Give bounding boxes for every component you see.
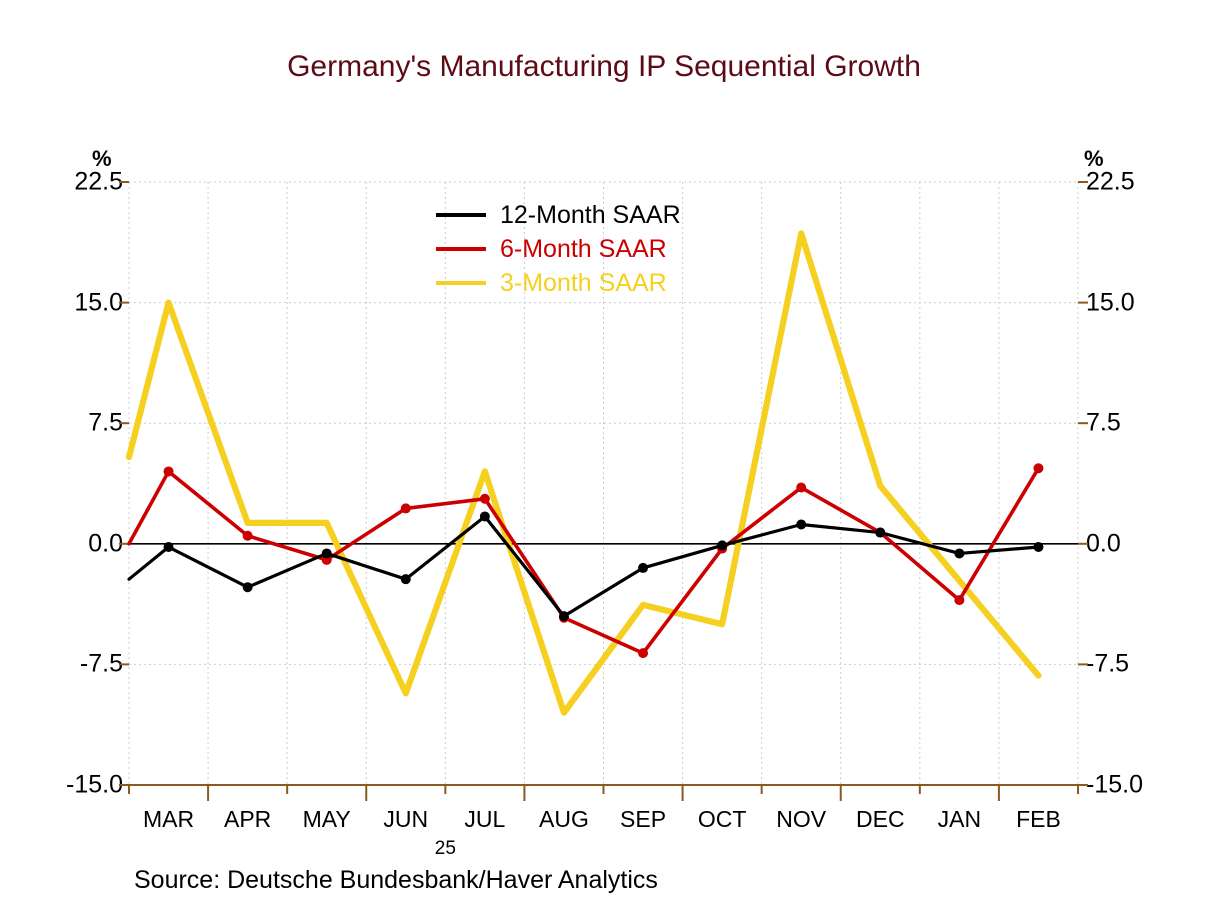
y-axis-tick-label-left: 15.0 [74, 288, 123, 317]
y-axis-tick-label-left: 7.5 [88, 408, 123, 437]
data-point-marker [954, 595, 965, 606]
data-point-marker [163, 542, 174, 553]
chart-title: Germany's Manufacturing IP Sequential Gr… [287, 50, 921, 83]
legend-swatch-line-icon [436, 213, 486, 217]
data-point-marker [954, 548, 965, 559]
x-axis-tick-label: SEP [620, 806, 667, 832]
x-axis-tick-label: MAR [142, 806, 195, 832]
x-axis-tick-label: JUL [464, 806, 506, 832]
data-point-marker [558, 611, 569, 622]
y-axis-tick-label-left: 22.5 [74, 167, 123, 196]
y-axis-tick-label-right: 22.5 [1086, 167, 1135, 196]
data-point-marker [796, 482, 807, 493]
data-point-marker [163, 466, 174, 477]
y-axis-labels-left: 22.5 15.0 7.5 0.0 -7.5 -15.0 [0, 0, 123, 906]
data-point-marker [400, 503, 411, 514]
y-axis-unit-left: % [92, 146, 112, 171]
data-point-marker [400, 574, 411, 585]
data-point-marker [242, 582, 253, 593]
y-axis-tick-label-left: -15.0 [66, 770, 123, 799]
x-axis-tick-label: DEC [856, 806, 905, 832]
data-point-marker [796, 519, 807, 530]
data-point-marker [1033, 463, 1044, 474]
x-axis-tick-label: JUN [383, 806, 429, 832]
legend-item-label: 12-Month SAAR [500, 200, 681, 229]
data-point-marker [638, 562, 649, 573]
x-axis-tick-label: JAN [937, 806, 982, 832]
legend-swatch-line-icon [436, 247, 486, 251]
data-point-marker [321, 548, 332, 559]
data-point-marker [1033, 542, 1044, 553]
y-axis-tick-label-right: 15.0 [1086, 288, 1135, 317]
x-axis-tick-label: AUG [539, 806, 589, 832]
y-axis-unit-right: % [1084, 146, 1104, 171]
legend-item: 6-Month SAAR [436, 232, 681, 266]
data-point-marker [875, 527, 886, 538]
legend-item: 12-Month SAAR [436, 198, 681, 232]
y-axis-tick-label-right: -7.5 [1086, 649, 1130, 678]
data-point-marker [638, 648, 649, 659]
y-axis-tick-label-right: 0.0 [1086, 529, 1121, 558]
data-line-12-month-saar [127, 514, 1041, 618]
x-axis-tick-label: OCT [697, 806, 747, 832]
y-axis-tick-label-left: 0.0 [88, 529, 123, 558]
data-point-marker [242, 530, 253, 541]
x-axis-tick-label: MAY [302, 806, 351, 832]
x-axis-year-label: 25 [434, 838, 456, 859]
data-line-3-month-saar [125, 230, 1042, 716]
source-note: Source: Deutsche Bundesbank/Haver Analyt… [134, 866, 658, 894]
y-axis-tick-label-left: -7.5 [79, 649, 123, 678]
x-axis-tick-label: APR [223, 806, 272, 832]
data-point-marker [479, 493, 490, 504]
legend-item-label: 3-Month SAAR [500, 268, 667, 297]
y-axis-tick-label-right: -15.0 [1086, 770, 1143, 799]
legend-swatch-line-icon [436, 281, 486, 285]
x-axis-tick-label: FEB [1016, 806, 1061, 832]
legend-item: 3-Month SAAR [436, 266, 681, 300]
data-point-marker [479, 511, 490, 522]
y-axis-tick-label-right: 7.5 [1086, 408, 1121, 437]
data-line-6-month-saar [127, 466, 1041, 655]
chart-legend: 12-Month SAAR 6-Month SAAR 3-Month SAAR [436, 198, 681, 300]
legend-item-label: 6-Month SAAR [500, 234, 667, 263]
x-axis-tick-label: NOV [776, 806, 827, 832]
y-axis-labels-right: 22.5 15.0 7.5 0.0 -7.5 -15.0 [1086, 0, 1208, 906]
data-point-marker [717, 540, 728, 551]
